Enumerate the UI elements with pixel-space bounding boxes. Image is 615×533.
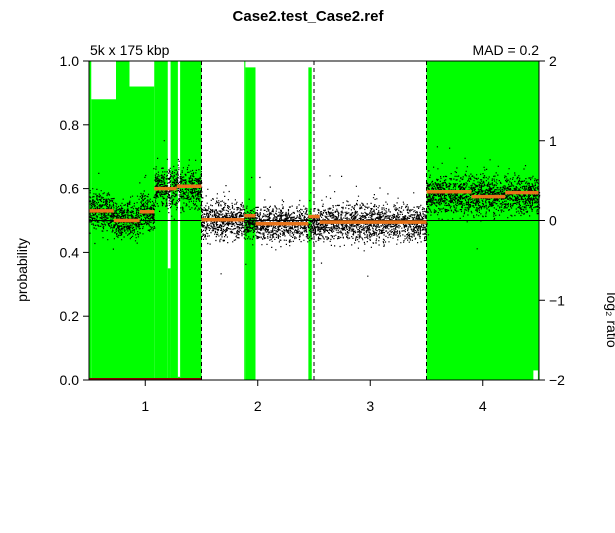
bottom-axis: 1 2 3 4	[141, 380, 487, 414]
ratio-points	[89, 140, 541, 277]
x-tick-label-1: 2	[254, 398, 262, 414]
right-axis: −2 −1 0 1 2	[539, 53, 565, 388]
left-tick-label-1: 0.2	[60, 308, 80, 324]
right-tick-label-0: −2	[549, 372, 565, 388]
left-axis: 0.0 0.2 0.4 0.6 0.8 1.0	[60, 53, 89, 388]
left-tick-label-5: 1.0	[60, 53, 80, 69]
probability-gap-0	[533, 370, 538, 380]
x-tick-label-3: 4	[479, 398, 487, 414]
ratio-point-cloud	[89, 140, 541, 277]
right-tick-label-3: 1	[549, 133, 557, 149]
right-tick-label-1: −1	[549, 292, 565, 308]
probability-block-1	[91, 99, 116, 380]
right-axis-label: log₂ ratio	[604, 292, 615, 347]
x-tick-label-2: 3	[366, 398, 374, 414]
x-tick-label-0: 1	[141, 398, 149, 414]
left-tick-label-2: 0.4	[60, 244, 80, 260]
left-axis-label: probability	[14, 238, 30, 302]
left-tick-label-4: 0.8	[60, 117, 80, 133]
left-annotation: 5k x 175 kbp	[90, 42, 170, 58]
right-annotation: MAD = 0.2	[472, 42, 539, 58]
right-tick-label-2: 0	[549, 213, 557, 229]
reference-lines	[89, 61, 539, 380]
segment-lines	[89, 184, 539, 226]
left-tick-label-0: 0.0	[60, 372, 80, 388]
left-tick-label-3: 0.6	[60, 181, 80, 197]
chart-title: Case2.test_Case2.ref	[233, 8, 385, 25]
probability-block-5	[167, 268, 171, 380]
right-tick-label-4: 2	[549, 53, 557, 69]
